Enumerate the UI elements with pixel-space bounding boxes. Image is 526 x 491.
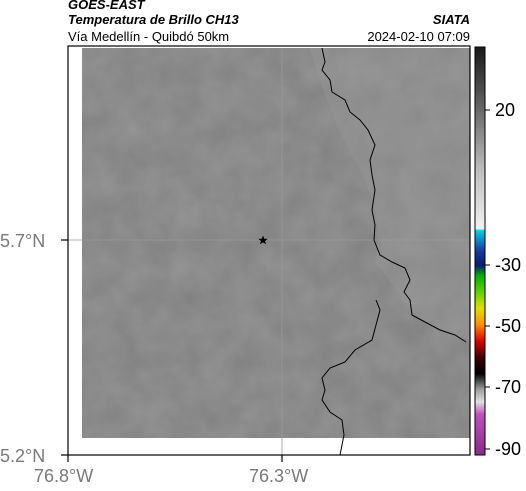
border-line-east (321, 47, 467, 343)
source-label: SIATA (432, 12, 470, 27)
cb-label-neg90: -90 (495, 439, 522, 459)
cb-label-neg50: -50 (495, 316, 522, 336)
lon-label-76.8: 76.8°W (34, 466, 94, 486)
timestamp-label: 2024-02-10 07:09 (367, 29, 470, 44)
lon-label-76.3: 76.3°W (249, 466, 309, 486)
colorbar (474, 46, 486, 456)
cb-label-20: 20 (495, 100, 516, 120)
lat-label-5.2: 5.2°N (0, 446, 46, 466)
star-icon (258, 235, 268, 245)
cb-label-neg70: -70 (495, 377, 522, 397)
region-label: Vía Medellín - Quibdó 50km (68, 29, 230, 44)
lat-label-5.7: 5.7°N (0, 231, 46, 251)
map-frame (67, 45, 471, 456)
cb-label-neg30: -30 (495, 255, 522, 275)
product-title: Temperatura de Brillo CH13 (68, 12, 239, 27)
satellite-texture (82, 48, 470, 438)
border-line-south (321, 299, 381, 456)
terrain-highlight (310, 48, 470, 340)
satellite-title: GOES-EAST (68, 0, 145, 12)
